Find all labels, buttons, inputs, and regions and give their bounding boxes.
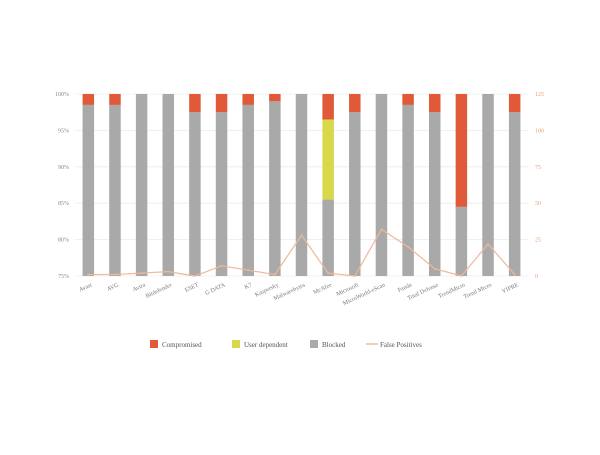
y-right-tick-label: 50: [535, 201, 541, 207]
y-left-tick-label: 95%: [58, 128, 69, 134]
false-positives-point: [113, 273, 116, 276]
category-label: Avira: [132, 282, 147, 293]
bar-blocked: [189, 112, 201, 276]
false-positives-point: [193, 275, 196, 277]
category-label: K7: [244, 282, 253, 291]
category-label: Avast: [78, 282, 93, 293]
bar-blocked: [455, 206, 468, 276]
bars-layer: [82, 94, 521, 276]
y-right-tick-label: 25: [535, 238, 541, 244]
left-axis-ticks: 75% 80% 85% 90% 95% 100%: [55, 92, 69, 280]
bar-compromised: [349, 94, 361, 113]
bar-user-dependent: [322, 119, 334, 200]
false-positives-point: [327, 272, 330, 275]
bar-blocked: [162, 94, 175, 276]
legend: Compromised User dependent Blocked False Po…: [150, 340, 422, 349]
y-right-tick-label: 100: [535, 128, 544, 134]
bar-compromised: [215, 94, 228, 113]
false-positives-point: [300, 234, 303, 237]
bar-compromised: [428, 94, 441, 113]
bar-compromised: [109, 94, 121, 105]
category-label: Total Defense: [406, 281, 440, 302]
y-right-tick-label: 75: [535, 165, 541, 171]
false-positives-point: [140, 272, 143, 275]
y-left-tick-label: 100%: [55, 92, 69, 98]
bar-blocked: [375, 94, 388, 276]
bar-blocked: [295, 94, 308, 276]
false-positives-point: [433, 267, 436, 270]
false-positives-point: [87, 273, 90, 276]
legend-label: User dependent: [244, 341, 288, 349]
legend-swatch: [232, 340, 240, 348]
legend-label: Compromised: [162, 341, 202, 349]
bar-compromised: [508, 94, 521, 113]
bar-compromised: [189, 94, 201, 113]
y-left-tick-label: 85%: [58, 201, 69, 207]
bar-blocked: [82, 104, 95, 276]
bar-blocked: [402, 104, 414, 276]
category-label: Trend Micro: [463, 282, 493, 300]
category-label: ESET: [184, 282, 200, 294]
category-label: G DATA: [205, 282, 227, 297]
y-right-tick-label: 0: [535, 274, 538, 280]
false-positives-point: [380, 228, 383, 231]
y-right-tick-label: 125: [535, 92, 544, 98]
false-positives-point: [513, 273, 516, 276]
y-left-tick-label: 75%: [58, 274, 69, 280]
category-label: VIPRE: [501, 282, 520, 295]
category-label: Bitdefender: [144, 281, 173, 299]
bar-compromised: [455, 94, 468, 207]
y-left-tick-label: 90%: [58, 165, 69, 171]
bar-blocked: [322, 199, 334, 276]
bar-compromised: [82, 94, 95, 105]
category-label: Panda: [397, 282, 413, 294]
category-label: TrendMicro: [438, 282, 467, 300]
false-positives-point: [407, 245, 410, 248]
bar-blocked: [349, 112, 361, 276]
bar-compromised: [269, 94, 281, 102]
false-positives-layer: [87, 228, 516, 277]
bar-compromised: [322, 94, 334, 120]
false-positives-point: [460, 275, 463, 277]
bar-blocked: [135, 94, 148, 276]
false-positives-point: [273, 273, 276, 276]
category-label: AVG: [106, 282, 120, 293]
category-label: McAfee: [312, 281, 333, 296]
bar-blocked: [482, 94, 494, 276]
bar-compromised: [402, 94, 414, 105]
legend-label: False Positives: [380, 341, 422, 349]
false-positives-point: [247, 269, 250, 272]
legend-swatch: [150, 340, 158, 348]
false-positives-point: [353, 275, 356, 277]
y-left-tick-label: 80%: [58, 238, 69, 244]
legend-swatch: [310, 340, 318, 348]
false-positives-point: [487, 242, 490, 245]
false-positives-point: [167, 270, 170, 273]
right-axis-ticks: 0 25 50 75 100 125: [535, 92, 544, 280]
bar-blocked: [428, 112, 441, 276]
bar-blocked: [269, 101, 281, 276]
bar-blocked: [242, 104, 254, 276]
bar-blocked: [508, 112, 521, 276]
bar-blocked: [109, 104, 121, 276]
false-positives-point: [220, 264, 223, 267]
legend-label: Blocked: [322, 341, 346, 349]
bar-compromised: [242, 94, 254, 105]
bar-blocked: [215, 112, 228, 276]
